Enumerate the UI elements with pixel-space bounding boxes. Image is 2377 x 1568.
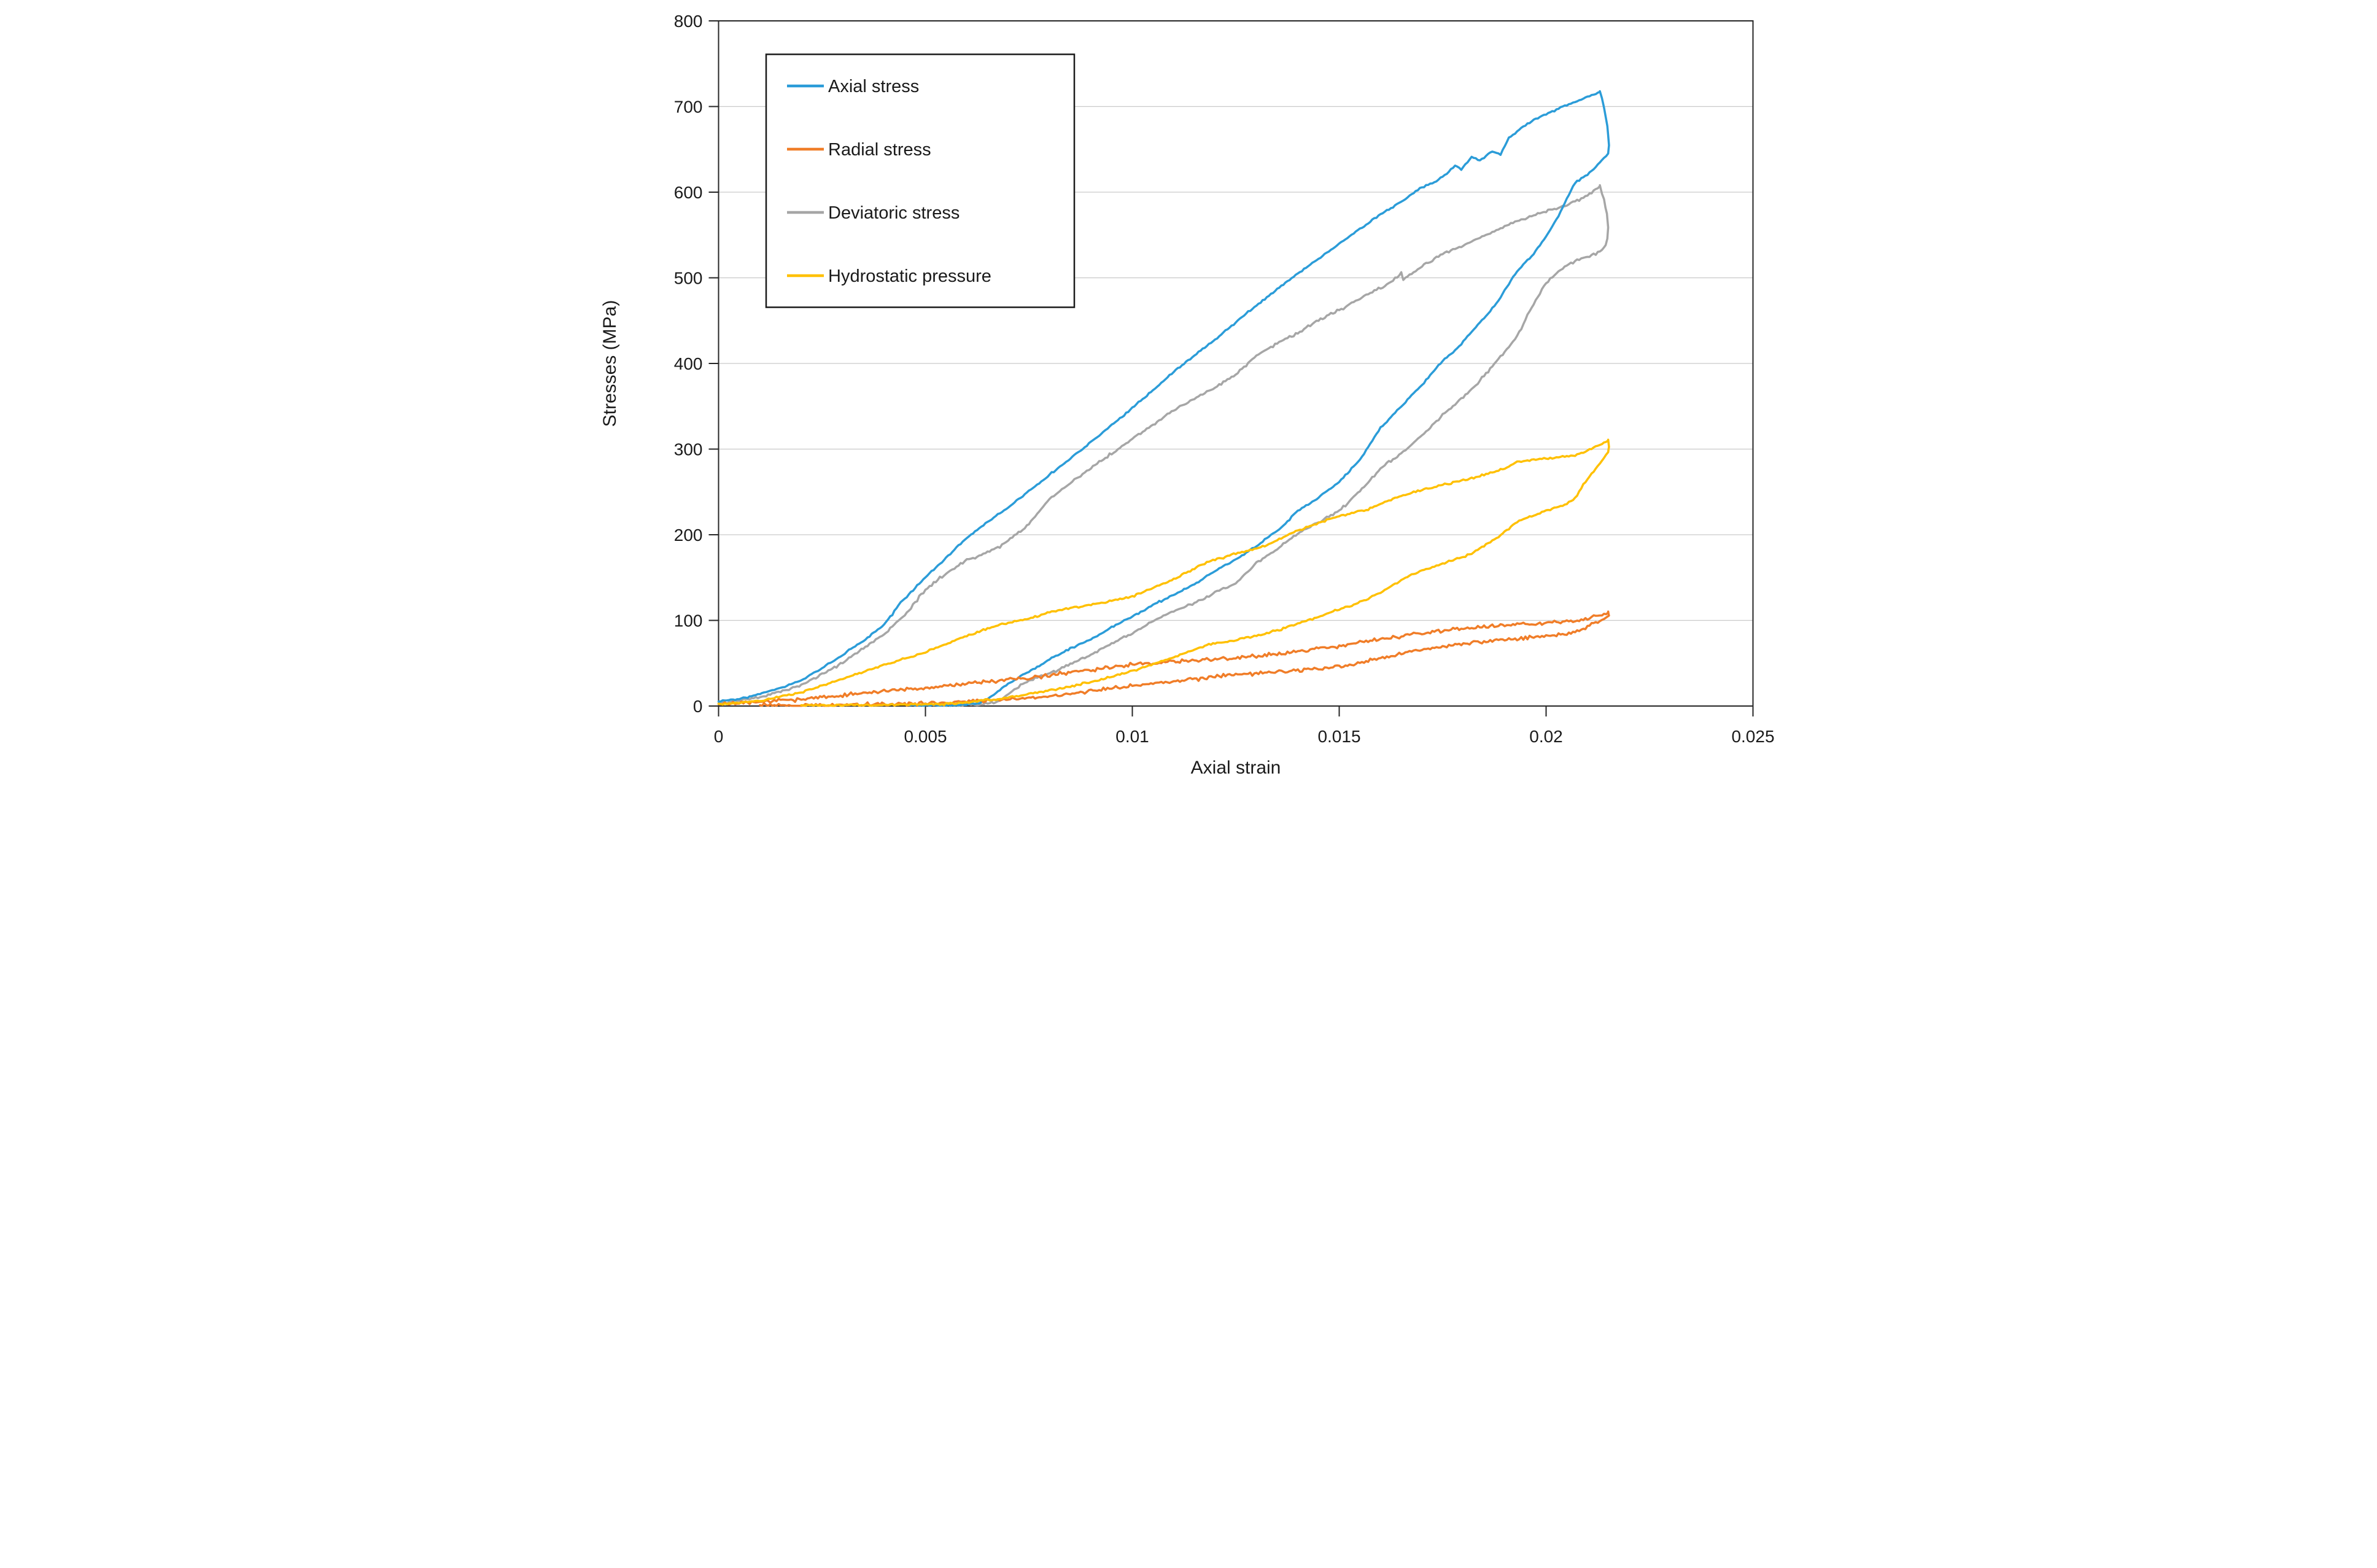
axis-label-layer: 0 100 200 300 400 500 600 700 800 0 0.005 0.01 0.015…	[674, 12, 1775, 746]
legend-item-axial-stress: Axial stress	[787, 77, 919, 96]
series-layer	[717, 90, 1610, 707]
x-tick-label-0.01: 0.01	[1115, 727, 1149, 746]
series-axial-stress	[717, 90, 1610, 707]
axial-stress-loading-curve	[717, 91, 1601, 703]
y-tick-label-0: 0	[693, 697, 703, 716]
y-tick-label-700: 700	[674, 98, 703, 117]
x-tick-label-0.005: 0.005	[904, 727, 947, 746]
gridline-layer	[718, 106, 1753, 621]
stress-strain-chart: 0 100 200 300 400 500 600 700 800 0 0.005 0.01 0.015…	[594, 0, 1783, 784]
x-axis-title: Axial strain	[1191, 758, 1281, 778]
legend: Axial stress Radial stress Deviatoric stre…	[765, 53, 1076, 308]
legend-item-deviatoric-stress: Deviatoric stress	[787, 203, 960, 223]
tick-layer	[708, 20, 1754, 716]
x-tick-label-0.015: 0.015	[1317, 727, 1360, 746]
series-hydrostatic-pressure	[717, 438, 1610, 707]
x-tick-label-0: 0	[714, 727, 724, 746]
y-tick-label-600: 600	[674, 183, 703, 202]
y-tick-label-500: 500	[674, 269, 703, 288]
y-tick-label-300: 300	[674, 440, 703, 459]
y-tick-label-800: 800	[674, 12, 703, 31]
deviatoric-stress-loading-curve	[717, 185, 1601, 705]
axial-stress-unloading-curve	[907, 90, 1610, 707]
y-tick-label-400: 400	[674, 354, 703, 373]
deviatoric-stress-unloading-curve	[933, 184, 1610, 707]
y-tick-label-200: 200	[674, 526, 703, 545]
legend-label-hydrostatic-pressure: Hydrostatic pressure	[828, 266, 991, 286]
x-tick-label-0.025: 0.025	[1731, 727, 1774, 746]
legend-label-axial-stress: Axial stress	[828, 77, 919, 96]
hydrostatic-pressure-unloading-curve	[800, 438, 1610, 707]
chart-figure: 0 100 200 300 400 500 600 700 800 0 0.005 0.01 0.015…	[594, 0, 1783, 784]
legend-box	[765, 53, 1076, 308]
y-tick-label-100: 100	[674, 611, 703, 631]
legend-item-radial-stress: Radial stress	[787, 140, 931, 160]
legend-label-radial-stress: Radial stress	[828, 140, 931, 160]
series-deviatoric-stress	[717, 184, 1610, 707]
legend-label-deviatoric-stress: Deviatoric stress	[828, 203, 960, 223]
y-axis-title: Stresses (MPa)	[600, 300, 620, 427]
legend-item-hydrostatic-pressure: Hydrostatic pressure	[787, 266, 991, 286]
hydrostatic-pressure-loading-curve	[717, 439, 1610, 706]
x-tick-label-0.02: 0.02	[1529, 727, 1563, 746]
